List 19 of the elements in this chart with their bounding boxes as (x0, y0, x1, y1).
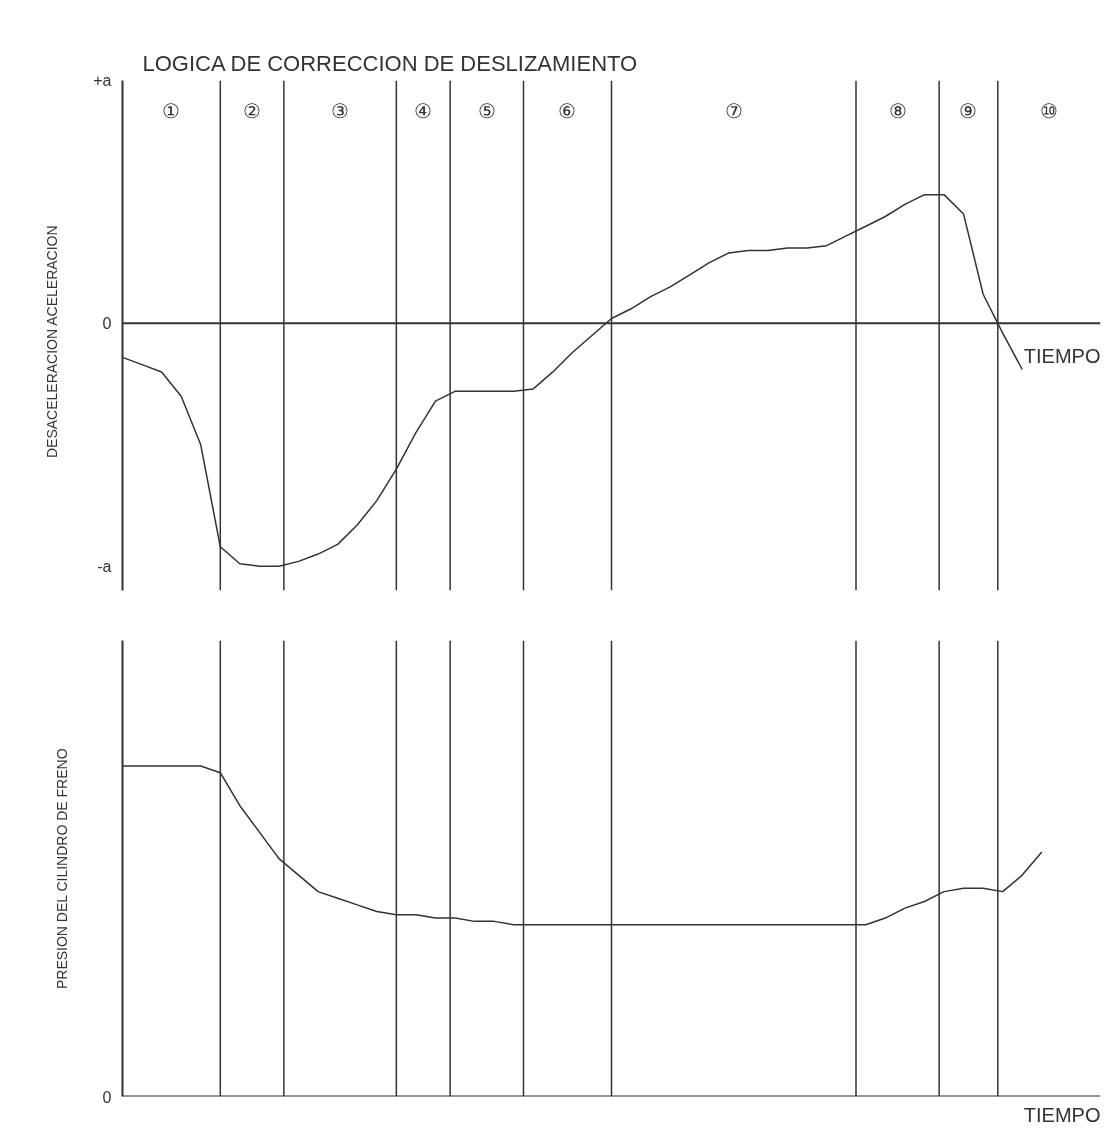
text: ⑥ (558, 99, 577, 122)
text: -a (97, 557, 112, 575)
text: 0 (102, 314, 112, 332)
y-axis-title: DESACELERACION ACELERACION (44, 225, 61, 459)
y-axis-title: PRESION DEL CILINDRO DE FRENO (53, 748, 70, 990)
text: ⑨ (959, 99, 978, 122)
x-axis-title: TIEMPO (1023, 345, 1101, 368)
text: ⑤ (477, 99, 496, 122)
text: ⑩ (1040, 99, 1059, 122)
text: ① (162, 99, 181, 122)
text: ③ (331, 99, 350, 122)
text: ④ (414, 99, 433, 122)
x-axis-title: TIEMPO (1023, 1103, 1101, 1126)
text: ⑧ (888, 99, 907, 122)
text: ⑦ (724, 99, 743, 122)
chart-title: LOGICA DE CORRECCION DE DESLIZAMIENTO (142, 50, 638, 76)
text: ② (243, 99, 262, 122)
text: +a (93, 72, 112, 89)
text: 0 (102, 1088, 112, 1106)
